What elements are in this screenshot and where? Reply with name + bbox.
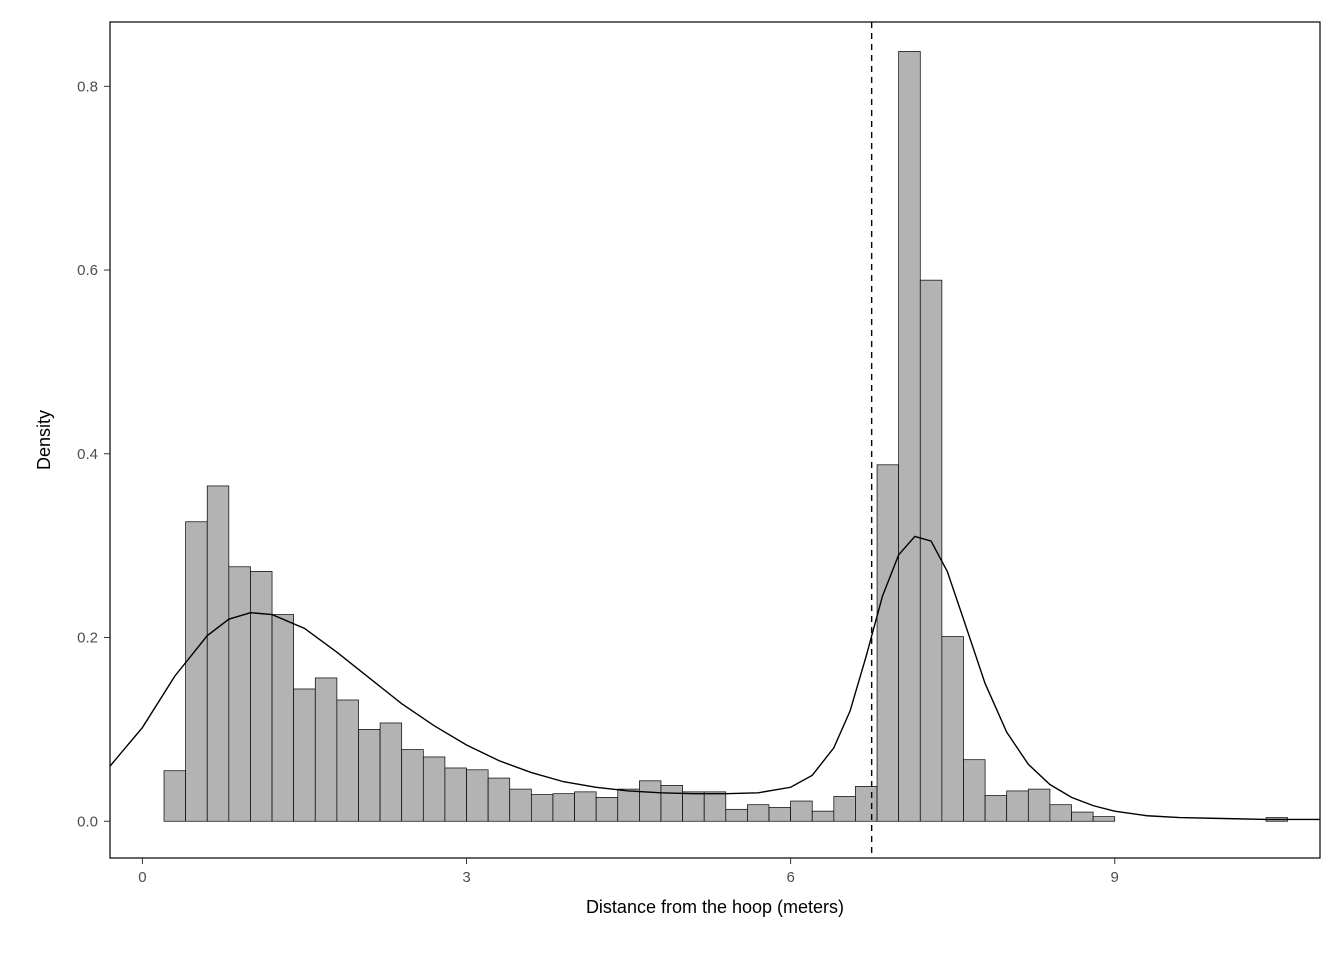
histogram-bar [488, 778, 510, 821]
x-axis-ticks: 0 3 6 9 [138, 858, 1119, 886]
histogram-bar [315, 678, 337, 821]
histogram-bar [963, 760, 985, 822]
histogram-bar [423, 757, 445, 821]
x-tick-label: 6 [786, 869, 794, 886]
histogram-bar [834, 796, 856, 821]
histogram-bar [186, 522, 208, 821]
histogram-bar [229, 567, 251, 821]
histogram-bar [294, 689, 316, 821]
histogram-bar [942, 637, 964, 822]
histogram-bar [531, 795, 553, 822]
histogram-bar [467, 770, 489, 821]
histogram-bar [812, 811, 834, 821]
histogram-bar [747, 805, 769, 822]
histogram-bar [402, 750, 424, 822]
histogram-bar [596, 797, 618, 821]
histogram-bar [1028, 789, 1050, 821]
histogram-bar [639, 781, 661, 821]
histogram-bar [272, 615, 294, 822]
histogram-bar [683, 792, 705, 821]
histogram-bars [164, 51, 1288, 821]
histogram-bar [553, 794, 575, 822]
y-tick-label: 0.2 [77, 630, 98, 647]
histogram-bar [445, 768, 467, 821]
histogram-bar [985, 796, 1007, 822]
histogram-bar [1007, 791, 1029, 821]
y-tick-label: 0.6 [77, 262, 98, 279]
histogram-bar [337, 700, 359, 821]
density-histogram-chart: 0 3 6 9 0.0 0.2 0.4 0.6 0.8 Distance from the h… [0, 0, 1344, 960]
histogram-bar [510, 789, 532, 821]
histogram-bar [920, 280, 942, 821]
histogram-bar [661, 785, 683, 821]
y-tick-label: 0.4 [77, 446, 98, 463]
histogram-bar [791, 801, 813, 821]
histogram-bar [855, 786, 877, 821]
histogram-bar [618, 789, 640, 821]
histogram-bar [877, 465, 899, 821]
histogram-bar [1072, 812, 1094, 821]
x-tick-label: 9 [1111, 869, 1119, 886]
histogram-bar [250, 571, 272, 821]
histogram-bar [726, 809, 748, 821]
histogram-bar [899, 51, 921, 821]
y-axis-ticks: 0.0 0.2 0.4 0.6 0.8 [77, 78, 110, 830]
y-tick-label: 0.8 [77, 78, 98, 95]
y-axis-title: Density [34, 410, 54, 470]
histogram-bar [575, 792, 597, 821]
x-axis-title: Distance from the hoop (meters) [586, 897, 844, 917]
histogram-bar [769, 807, 791, 821]
histogram-bar [1093, 817, 1115, 822]
histogram-bar [207, 486, 229, 821]
y-tick-label: 0.0 [77, 813, 98, 830]
histogram-bar [704, 792, 726, 821]
x-tick-label: 3 [462, 869, 470, 886]
x-tick-label: 0 [138, 869, 146, 886]
histogram-bar [1050, 805, 1072, 822]
histogram-bar [380, 723, 402, 821]
histogram-bar [358, 729, 380, 821]
histogram-bar [164, 771, 186, 822]
